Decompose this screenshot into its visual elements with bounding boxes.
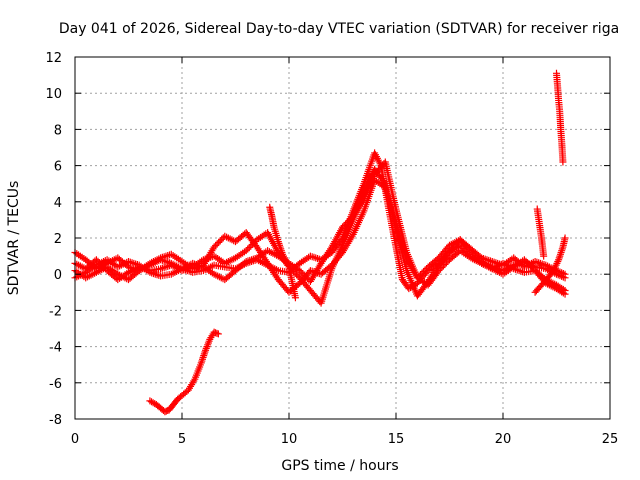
data-point [561, 234, 569, 242]
interp-point [441, 260, 449, 268]
y-tick-label: -8 [49, 413, 62, 428]
interp-point [300, 271, 308, 279]
interp-point [245, 244, 253, 252]
interp-point [244, 245, 252, 253]
y-tick-label: -2 [49, 304, 62, 319]
interp-point [436, 265, 444, 273]
data-point [242, 247, 250, 255]
y-tick-label: 6 [54, 160, 62, 175]
x-tick-label: 25 [602, 432, 619, 447]
interp-point [297, 268, 305, 276]
x-tick-label: 0 [71, 432, 79, 447]
series-track-7 [553, 69, 567, 166]
interp-point [346, 215, 354, 223]
series-track-5 [266, 203, 299, 302]
series-track-8 [533, 205, 548, 260]
interp-point [213, 240, 221, 248]
data-point [291, 294, 299, 302]
interp-point [438, 263, 446, 271]
series-track-4 [71, 158, 569, 298]
y-tick-label: 8 [54, 123, 62, 138]
data-point [210, 243, 218, 251]
series-track-6 [146, 328, 222, 416]
y-tick-label: 0 [54, 268, 62, 283]
data-point [561, 290, 569, 298]
interp-point [559, 269, 567, 277]
interp-point [213, 329, 221, 337]
x-tick-label: 5 [178, 432, 186, 447]
interp-point [554, 267, 562, 275]
interp-point [247, 242, 255, 250]
data-point [435, 267, 443, 275]
interp-point [558, 269, 566, 277]
interp-point [302, 273, 310, 281]
interp-point [248, 240, 256, 248]
x-tick-label: 20 [495, 432, 512, 447]
interp-point [418, 269, 426, 277]
x-tick-label: 10 [281, 432, 298, 447]
interp-point [421, 266, 429, 274]
interp-point [340, 222, 348, 230]
interp-point [439, 262, 447, 270]
interp-point [212, 241, 220, 249]
y-tick-label: 12 [45, 51, 62, 66]
axis-ticks [74, 56, 611, 420]
chart-title: Day 041 of 2026, Sidereal Day-to-day VTE… [59, 21, 619, 37]
interp-point [299, 270, 307, 278]
y-tick-label: 10 [45, 87, 62, 102]
interp-point [342, 220, 350, 228]
y-axis-label: SDTVAR / TECUs [6, 181, 22, 296]
tick-labels: 0 5 10 15 20 25 -8 -6 -4 -2 0 2 4 6 8 10 12 [45, 51, 618, 447]
interp-point [216, 237, 224, 245]
data-point [561, 270, 569, 278]
x-axis-label: GPS time / hours [281, 458, 398, 474]
series-track-3 [71, 165, 569, 307]
x-tick-label: 15 [388, 432, 405, 447]
interp-point [293, 271, 301, 279]
interp-point [343, 218, 351, 226]
y-tick-label: 4 [54, 196, 62, 211]
y-tick-label: -4 [49, 341, 62, 356]
interp-point [345, 217, 353, 225]
interp-point [380, 178, 388, 186]
data-marks [71, 69, 569, 416]
interp-point [100, 263, 108, 271]
data-point [214, 330, 222, 338]
data-point [520, 256, 528, 264]
data-point [296, 267, 304, 275]
interp-point [559, 289, 567, 297]
interp-point [215, 238, 223, 246]
interp-point [420, 268, 428, 276]
interp-point [556, 268, 564, 276]
y-tick-label: 2 [54, 232, 62, 247]
interp-point [442, 259, 450, 267]
data-point [339, 223, 346, 231]
interp-point [250, 239, 258, 247]
y-tick-label: -6 [49, 377, 62, 392]
data-point [540, 252, 548, 260]
data-point [559, 158, 567, 166]
series-track-9 [531, 234, 569, 296]
interp-point [218, 235, 226, 243]
